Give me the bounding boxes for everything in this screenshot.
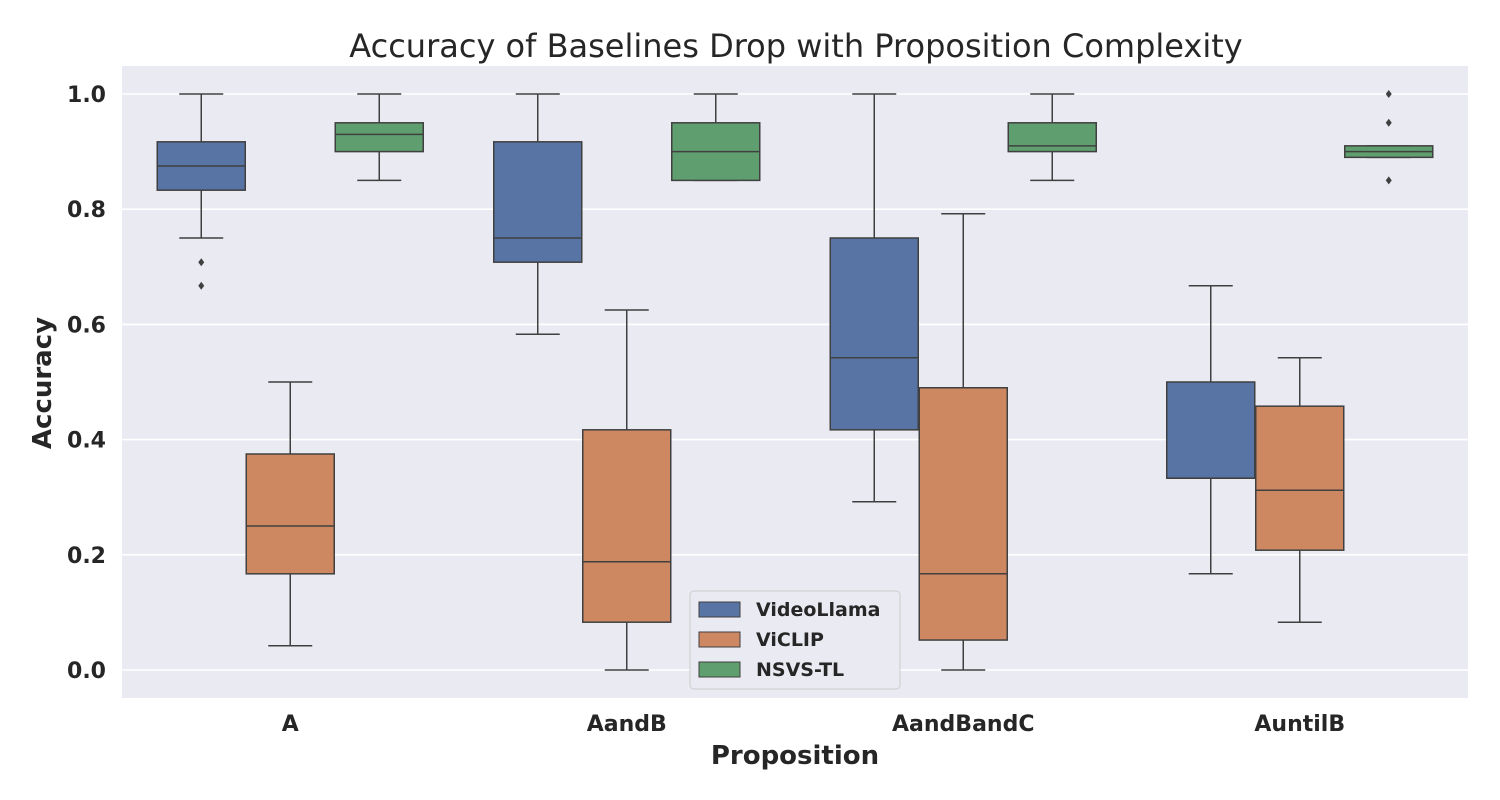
box-body [829,237,919,431]
y-tick-label: 0.2 [67,544,106,569]
box-a [156,93,246,290]
box-body [493,141,583,263]
legend: VideoLlama ViCLIP NSVS-TL [689,590,901,690]
box-series [156,90,1434,671]
box-body [245,453,335,575]
series-videollama [156,93,1256,575]
legend-item: ViCLIP [698,629,824,651]
x-tick-label: AuntilB [1254,712,1345,737]
x-tick-label: AandB [587,712,667,737]
box-aandbandc [829,93,919,503]
legend-label: ViCLIP [756,629,824,651]
box-a [334,93,424,182]
legend-box [689,590,901,690]
box-body [334,122,424,153]
series-viclip [245,213,1345,671]
legend-swatch [698,601,741,618]
outlier-point [198,281,205,290]
chart-title: Accuracy of Baselines Drop with Proposit… [349,27,1242,65]
box-aandb [671,93,761,182]
outlier-point [1385,118,1392,127]
box-aandb [493,93,583,335]
y-axis-label: Accuracy [28,317,58,449]
legend-label: VideoLlama [756,599,880,621]
legend-swatch [698,631,741,648]
box-auntilb [1344,90,1434,185]
x-tick-label: A [282,712,299,737]
outlier-point [1385,176,1392,185]
outlier-point [198,258,205,267]
box-body [1255,405,1345,551]
box-body [1166,381,1256,479]
y-tick-labels: 0.0 0.2 0.4 0.6 0.8 1.0 [67,83,106,684]
x-tick-label: AandBandC [892,712,1034,737]
y-tick-label: 0.0 [67,659,106,684]
box-a [245,381,335,647]
legend-item: NSVS-TL [698,659,844,681]
box-auntilb [1166,285,1256,575]
box-body [1007,122,1097,153]
box-auntilb [1255,357,1345,623]
y-tick-label: 0.4 [67,429,106,454]
y-tick-label: 1.0 [67,83,106,108]
legend-item: VideoLlama [698,599,880,621]
x-axis-label: Proposition [711,741,879,771]
box-body [582,429,672,623]
y-tick-label: 0.8 [67,198,106,223]
box-body [918,387,1008,641]
x-tick-labels: A AandB AandBandC AuntilB [282,712,1345,737]
outlier-point [1385,90,1392,98]
box-aandb [582,309,672,671]
box-aandbandc [1007,93,1097,182]
legend-label: NSVS-TL [756,659,844,681]
legend-swatch [698,661,741,678]
series-nsvs-tl [334,90,1434,185]
grid-lines [122,93,1468,671]
box-aandbandc [918,213,1008,671]
y-tick-label: 0.6 [67,313,106,338]
